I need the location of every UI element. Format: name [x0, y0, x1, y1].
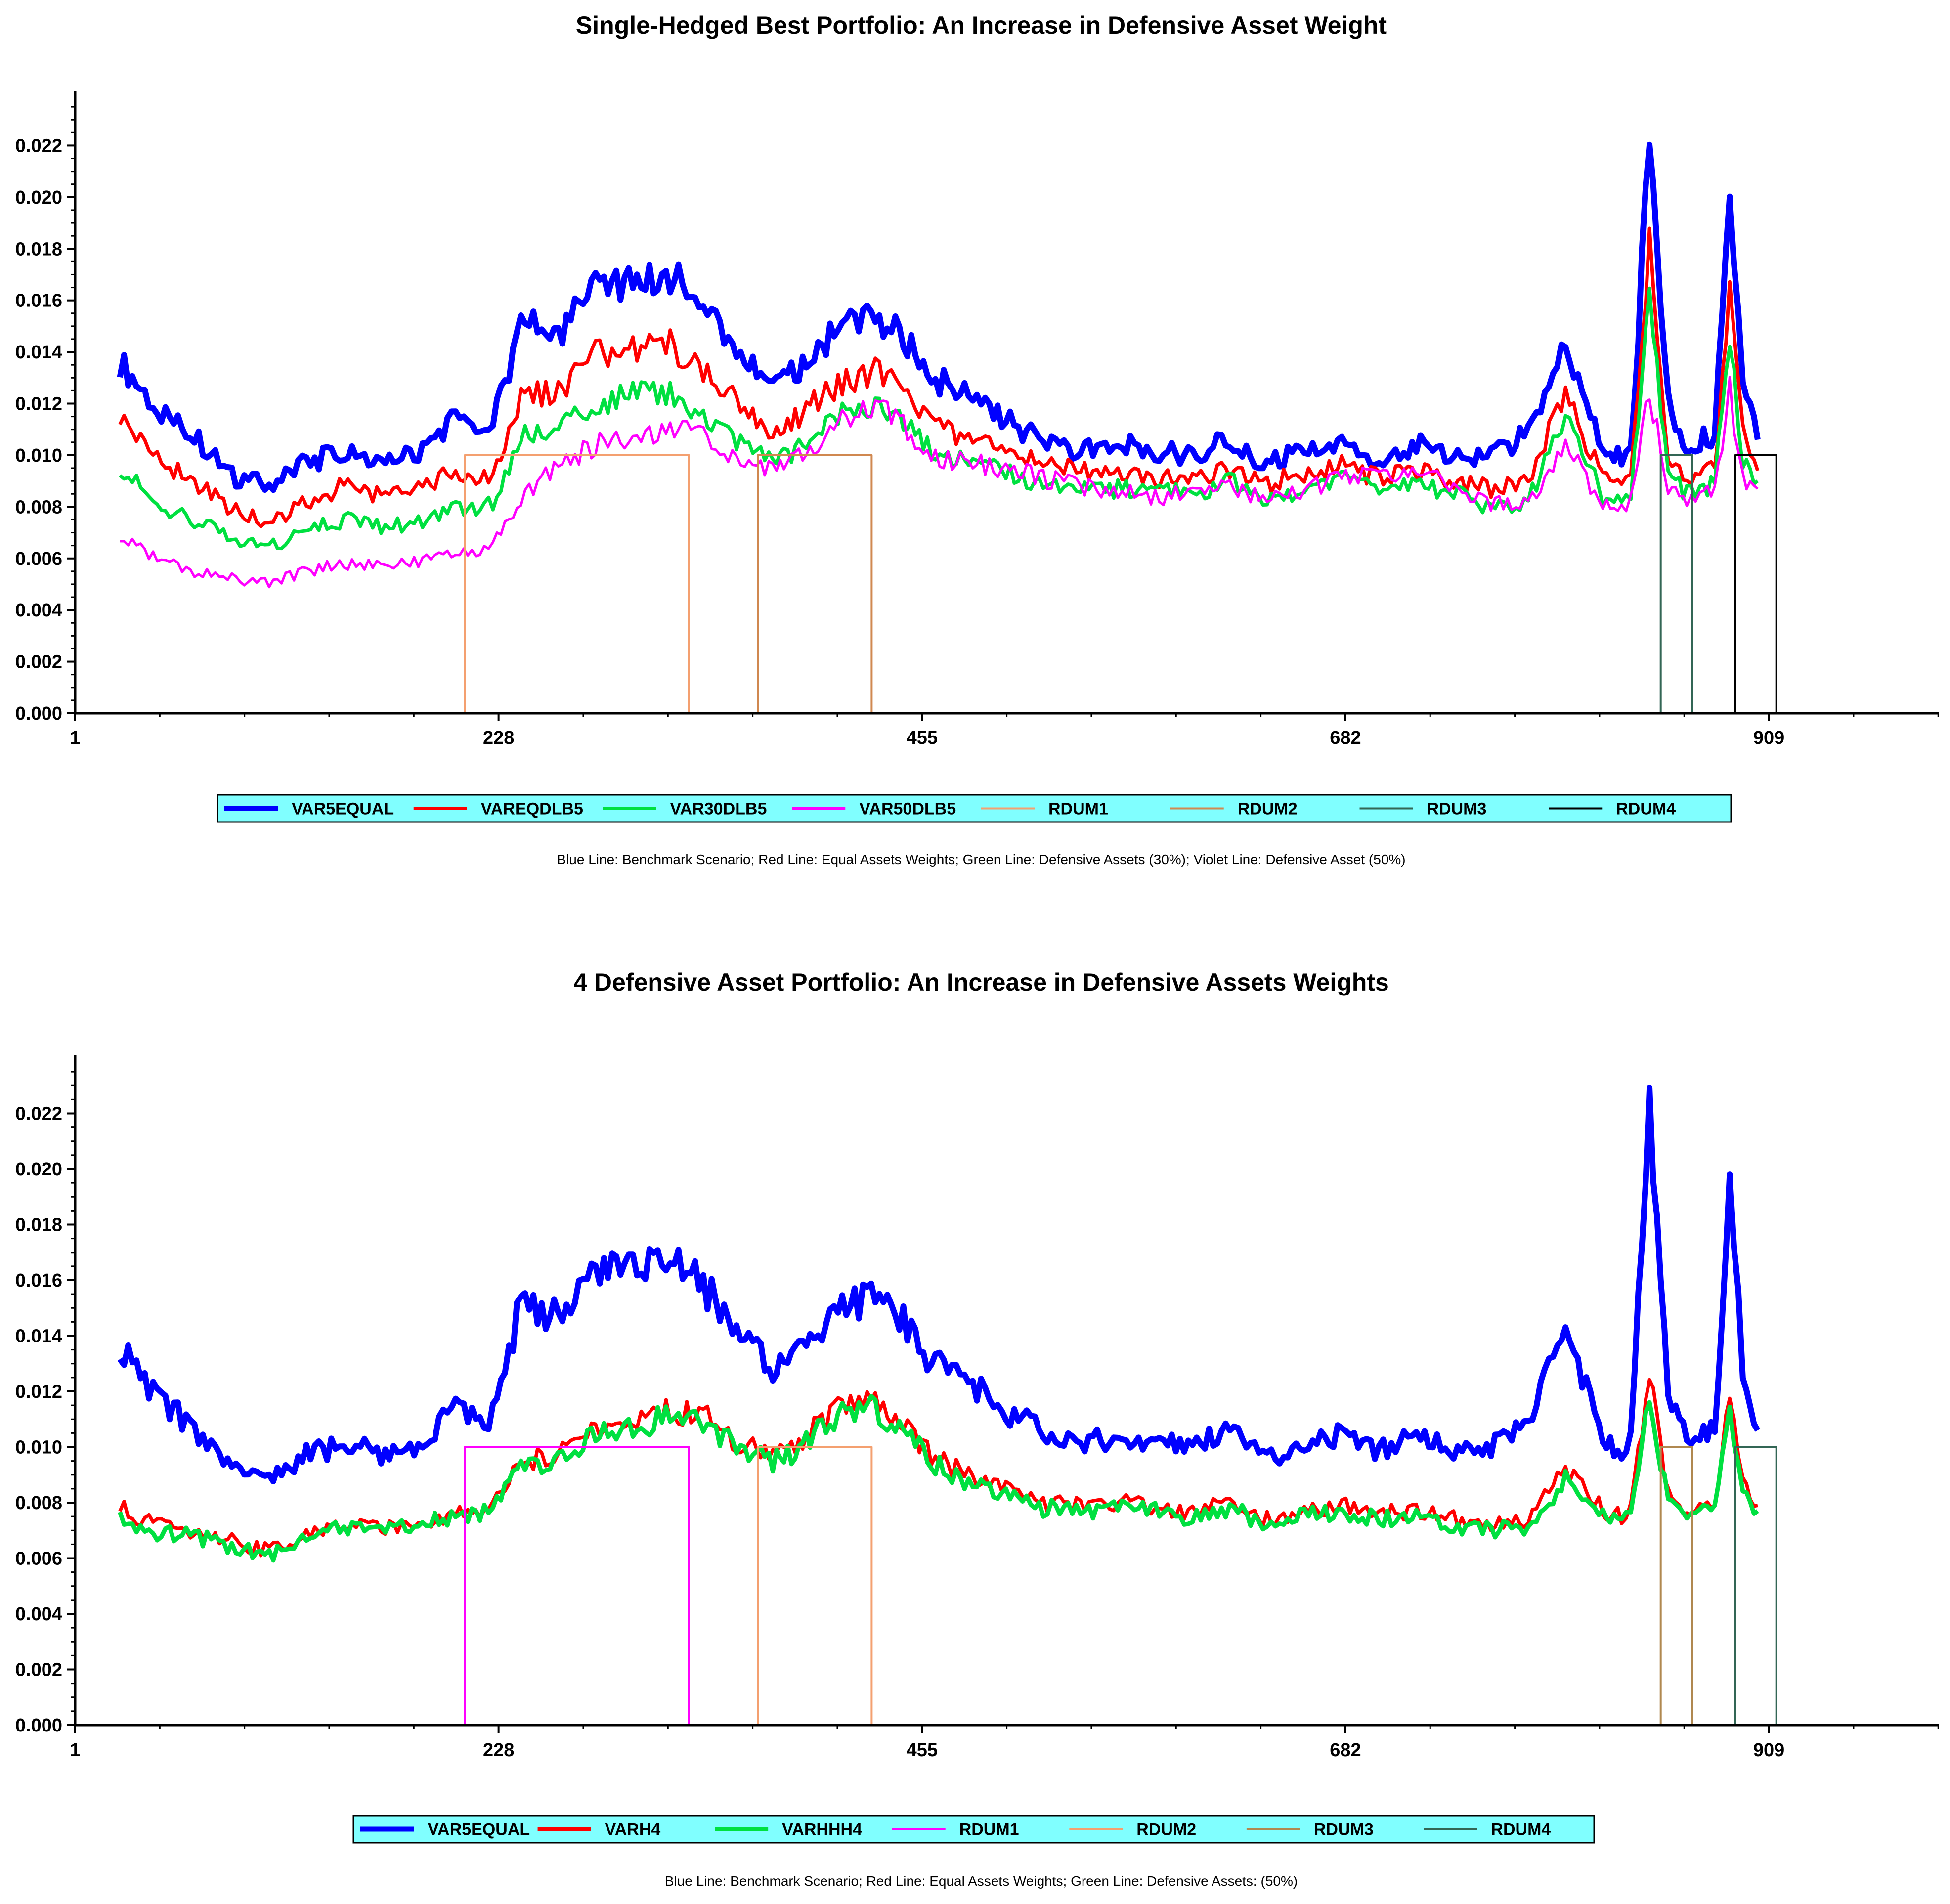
y-tick-label: 0.000 [15, 703, 62, 724]
chart-1-caption: Blue Line: Benchmark Scenario; Red Line:… [557, 852, 1405, 867]
x-tick-label: 909 [1753, 728, 1784, 748]
y-tick-label: 0.008 [15, 1493, 62, 1514]
x-tick-label: 909 [1753, 1740, 1784, 1761]
chart-2-title: 4 Defensive Asset Portfolio: An Increase… [573, 968, 1389, 996]
legend-label: VAR50DLB5 [859, 800, 956, 819]
legend-label: RDUM1 [1048, 800, 1108, 819]
chart-1-plot: 0.000 0.002 0.004 0.006 0.008 0.010 0.012 0.014… [15, 91, 1939, 748]
series-line-var5equal [117, 1085, 1761, 1484]
series-line-vareqdlb5 [118, 226, 1760, 528]
y-tick-label: 0.012 [15, 394, 62, 415]
x-tick-label: 455 [907, 1740, 938, 1761]
y-tick-label: 0.014 [15, 1326, 62, 1347]
y-tick-label: 0.020 [15, 187, 62, 208]
legend-label: RDUM2 [1238, 800, 1298, 819]
x-tick-label: 228 [483, 728, 514, 748]
y-tick-label: 0.008 [15, 497, 62, 518]
x-tick-label: 1 [70, 728, 80, 748]
y-tick-label: 0.002 [15, 652, 62, 673]
y-tick-label: 0.016 [15, 1270, 62, 1291]
x-tick-label: 1 [70, 1740, 80, 1761]
y-tick-label: 0.016 [15, 291, 62, 311]
x-tick-label: 228 [483, 1740, 514, 1761]
chart-2-plot: 0.000 0.002 0.004 0.006 0.008 0.010 0.012 0.014… [15, 1055, 1939, 1761]
legend-label: VAR30DLB5 [670, 800, 767, 819]
y-tick-label: 0.022 [15, 135, 62, 156]
y-tick-label: 0.002 [15, 1660, 62, 1681]
series-line-var5equal [117, 141, 1761, 493]
y-tick-label: 0.004 [15, 1604, 62, 1625]
y-tick-label: 0.004 [15, 600, 62, 621]
legend-box [352, 1815, 1595, 1844]
y-tick-label: 0.006 [15, 549, 62, 569]
legend-label: VAR5EQUAL [428, 1820, 530, 1839]
y-tick-label: 0.014 [15, 342, 62, 363]
y-tick-label: 0.020 [15, 1159, 62, 1180]
chart-2-legend: VAR5EQUAL VARH4 VARHHH4 RDUM1 RDUM2 RDUM3 RDUM… [352, 1815, 1595, 1844]
y-tick-label: 0.006 [15, 1549, 62, 1569]
y-tick-label: 0.022 [15, 1104, 62, 1125]
x-tick-label: 682 [1330, 1740, 1361, 1761]
series-line-varhhh4 [118, 1394, 1759, 1563]
x-tick-label: 682 [1330, 728, 1361, 748]
legend-label: RDUM4 [1491, 1820, 1551, 1839]
y-tick-label: 0.012 [15, 1382, 62, 1402]
legend-label: RDUM1 [959, 1820, 1019, 1839]
chart-1-title: Single-Hedged Best Portfolio: An Increas… [576, 11, 1387, 39]
chart-2-caption: Blue Line: Benchmark Scenario; Red Line:… [665, 1873, 1298, 1889]
chart-1: Single-Hedged Best Portfolio: An Increas… [15, 11, 1939, 867]
legend-label: RDUM3 [1427, 800, 1487, 819]
chart-2: 4 Defensive Asset Portfolio: An Increase… [15, 968, 1939, 1889]
chart-1-legend: VAR5EQUAL VAREQDLB5 VAR30DLB5 VAR50DLB5 RDUM… [217, 794, 1732, 823]
y-tick-label: 0.010 [15, 445, 62, 466]
legend-label: VAR5EQUAL [292, 800, 394, 819]
y-tick-label: 0.010 [15, 1437, 62, 1458]
legend-label: RDUM4 [1616, 800, 1676, 819]
series-line-var50dlb5 [120, 376, 1759, 589]
legend-label: RDUM2 [1136, 1820, 1196, 1839]
y-tick-label: 0.000 [15, 1715, 62, 1736]
y-tick-label: 0.018 [15, 239, 62, 260]
legend-label: VARH4 [605, 1820, 661, 1839]
y-tick-label: 0.018 [15, 1215, 62, 1236]
legend-box [217, 794, 1732, 823]
legend-label: VAREQDLB5 [481, 800, 583, 819]
legend-label: VARHHH4 [782, 1820, 862, 1839]
x-tick-label: 455 [907, 728, 938, 748]
legend-label: RDUM3 [1314, 1820, 1374, 1839]
